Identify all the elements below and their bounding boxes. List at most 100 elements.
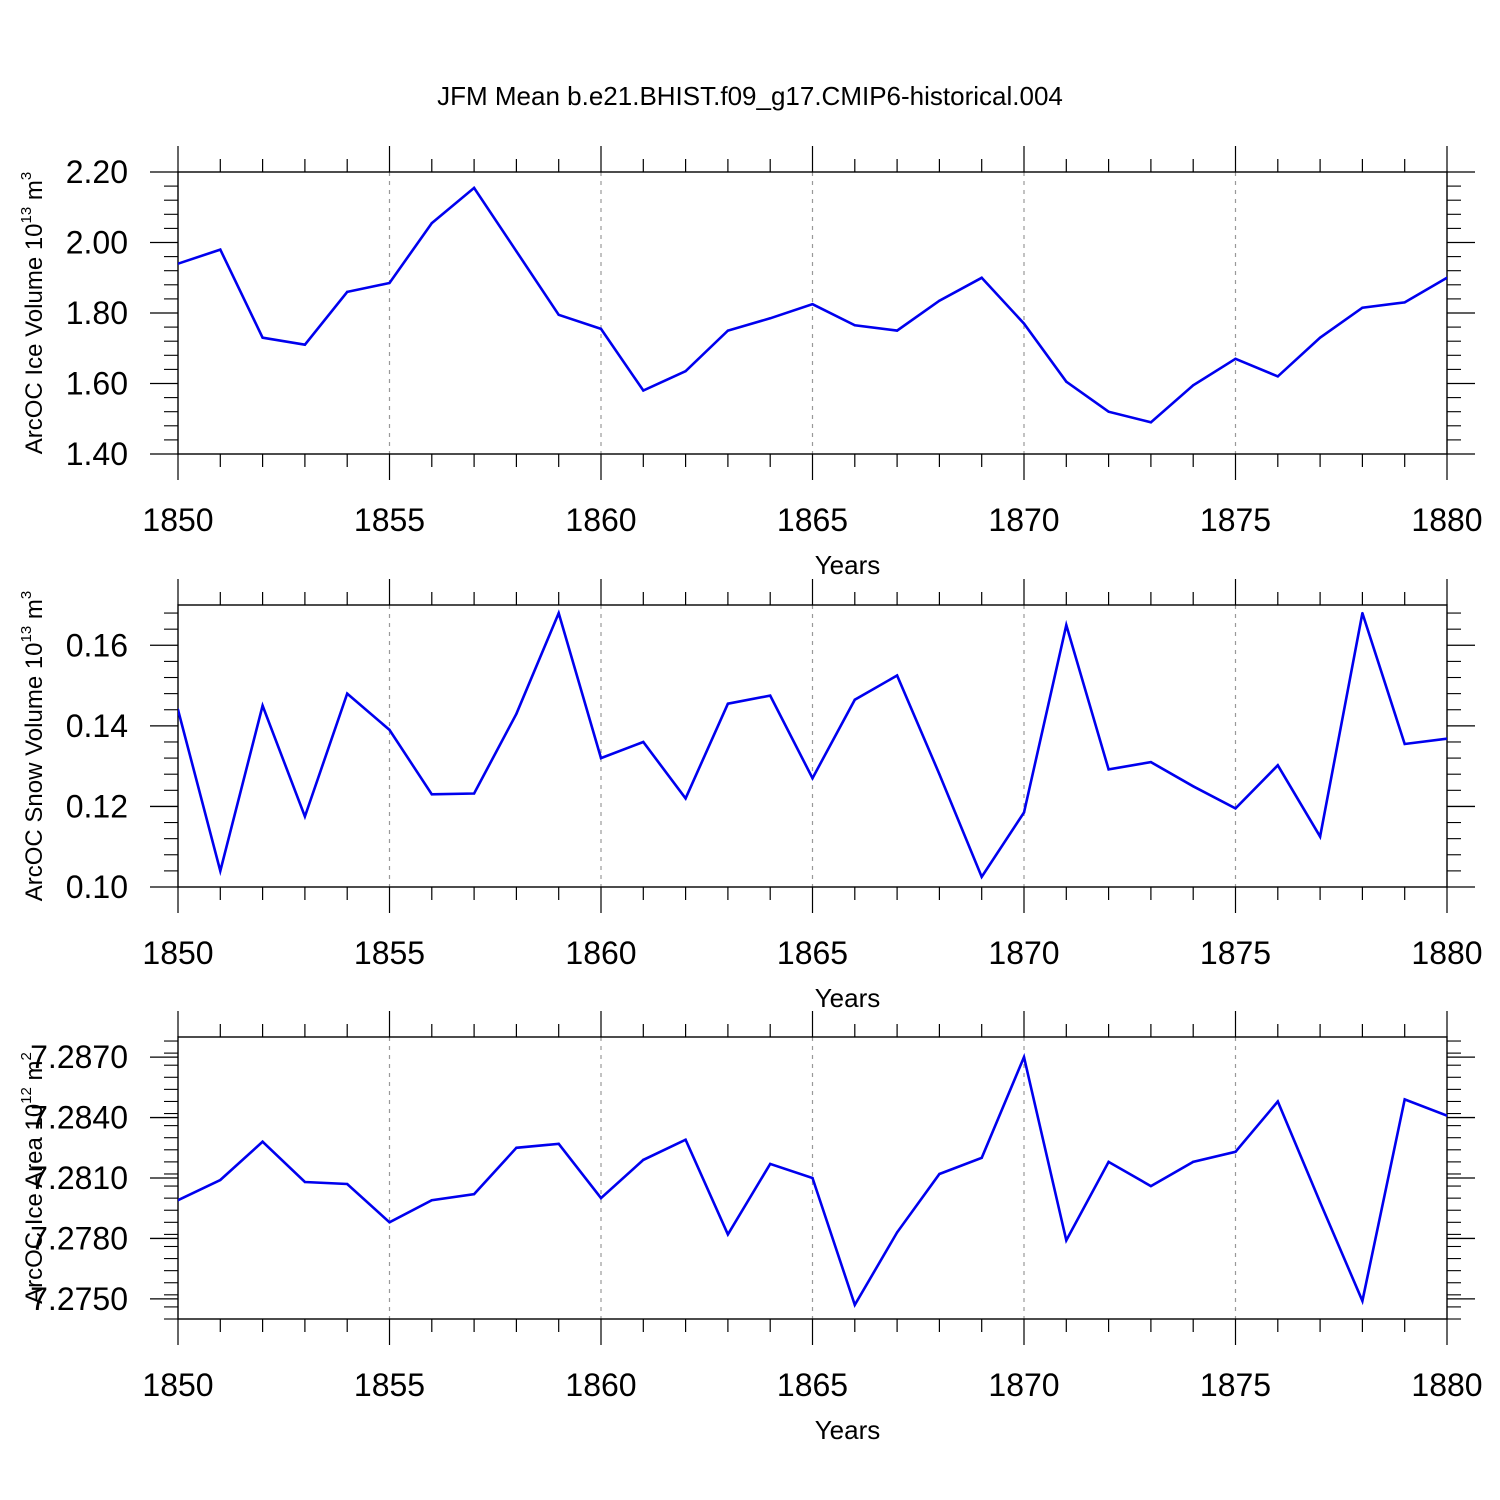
- data-point: [895, 1231, 899, 1234]
- plot-frame: [177, 171, 1448, 455]
- x-tick-label: 1855: [354, 1367, 425, 1403]
- panel-2: 0.10 0.12 0.14 0.16 1850 1855 1860 1865 1870 1875…: [18, 579, 1483, 1013]
- data-point: [388, 728, 391, 732]
- x-tick-label: 1875: [1200, 502, 1271, 538]
- data-point: [346, 692, 349, 695]
- data-point: [853, 698, 856, 701]
- data-point: [261, 336, 264, 339]
- data-point: [1403, 1098, 1406, 1101]
- x-axis-label: Years: [815, 1415, 881, 1445]
- data-point: [219, 1178, 222, 1182]
- data-point: [1022, 811, 1026, 814]
- x-tick-label: 1850: [142, 1367, 213, 1403]
- x-tick-label: 1865: [777, 1367, 848, 1403]
- data-point: [515, 250, 518, 253]
- y-tick-label: 2.20: [66, 154, 128, 190]
- data-point: [642, 1158, 645, 1162]
- x-tick-label: 1875: [1200, 1367, 1271, 1403]
- y-tick-label: 7.2870: [30, 1039, 128, 1075]
- data-point: [1192, 384, 1195, 387]
- x-tick-label: 1870: [988, 1367, 1059, 1403]
- data-point: [1403, 742, 1406, 746]
- data-point: [642, 389, 645, 392]
- data-point: [219, 869, 222, 873]
- y-tick-label: 7.2810: [30, 1160, 128, 1196]
- data-point: [684, 369, 687, 373]
- data-point: [726, 329, 730, 332]
- data-point: [178, 262, 180, 265]
- data-point: [346, 290, 349, 294]
- data-point: [1149, 421, 1153, 424]
- data-point: [261, 1140, 264, 1143]
- data-point: [1234, 1150, 1237, 1154]
- data-point: [472, 1192, 476, 1196]
- data-point: [726, 702, 730, 705]
- x-tick-label: 1880: [1411, 1367, 1482, 1403]
- data-point: [1065, 1239, 1068, 1242]
- data-point: [1107, 768, 1110, 771]
- plot-frame: [177, 604, 1448, 888]
- data-point: [980, 1156, 983, 1160]
- data-point: [1234, 357, 1237, 361]
- data-point: [303, 343, 307, 346]
- y-tick-label: 0.12: [66, 788, 128, 824]
- x-tick-label: 1870: [988, 502, 1059, 538]
- data-point: [1361, 611, 1364, 615]
- data-point: [1149, 760, 1153, 764]
- panel-3: 7.2750 7.2780 7.2810 7.2840 7.2870 1850 1855 18…: [18, 1011, 1483, 1445]
- x-tick-label: 1855: [354, 502, 425, 538]
- data-point: [472, 792, 476, 795]
- chart-title: JFM Mean b.e21.BHIST.f09_g17.CMIP6-histo…: [437, 81, 1063, 111]
- y-axis-label: ArcOC Snow Volume 1013 m3: [18, 591, 48, 902]
- y-tick-label: 0.16: [66, 627, 128, 663]
- data-point: [1149, 1184, 1153, 1188]
- data-point: [642, 740, 645, 744]
- data-point: [853, 324, 856, 327]
- y-tick-label: 0.14: [66, 708, 128, 744]
- data-point: [599, 756, 603, 760]
- data-point: [557, 611, 560, 615]
- data-point: [1276, 1100, 1280, 1103]
- x-tick-label: 1875: [1200, 935, 1271, 971]
- data-point: [557, 313, 560, 316]
- x-tick-label: 1865: [777, 935, 848, 971]
- data-point: [303, 1180, 307, 1184]
- data-point: [1065, 380, 1068, 383]
- y-tick-label: 0.10: [66, 869, 128, 905]
- x-tick-label: 1880: [1411, 502, 1482, 538]
- data-point: [1107, 410, 1110, 413]
- data-point: [1318, 835, 1322, 838]
- data-point: [557, 1142, 560, 1145]
- x-tick-label: 1880: [1411, 935, 1482, 971]
- data-point: [980, 875, 983, 879]
- x-tick-label: 1860: [565, 1367, 636, 1403]
- data-point: [472, 186, 476, 190]
- data-point: [1445, 276, 1447, 279]
- data-point: [430, 793, 433, 796]
- data-point: [769, 317, 772, 320]
- y-tick-label: 2.00: [66, 225, 128, 261]
- x-tick-label: 1865: [777, 502, 848, 538]
- data-point: [726, 1233, 730, 1236]
- data-point: [1276, 764, 1280, 767]
- data-point: [769, 694, 772, 697]
- data-point: [303, 815, 307, 818]
- data-point: [938, 299, 941, 302]
- y-tick-label: 1.60: [66, 366, 128, 402]
- data-point: [1276, 375, 1280, 378]
- data-point: [599, 327, 603, 331]
- y-tick-label: 7.2840: [30, 1100, 128, 1136]
- data-point: [1361, 306, 1364, 309]
- x-tick-label: 1850: [142, 935, 213, 971]
- data-point: [980, 276, 983, 279]
- data-point: [769, 1162, 772, 1166]
- data-point: [515, 1146, 518, 1149]
- data-point: [1403, 301, 1406, 304]
- x-tick-label: 1860: [565, 502, 636, 538]
- y-axis-label: ArcOC Ice Area 1012 m2: [18, 1052, 48, 1304]
- data-point: [1445, 737, 1447, 740]
- data-point: [388, 1221, 391, 1224]
- x-tick-label: 1860: [565, 935, 636, 971]
- data-point: [388, 281, 391, 285]
- data-point: [938, 773, 941, 776]
